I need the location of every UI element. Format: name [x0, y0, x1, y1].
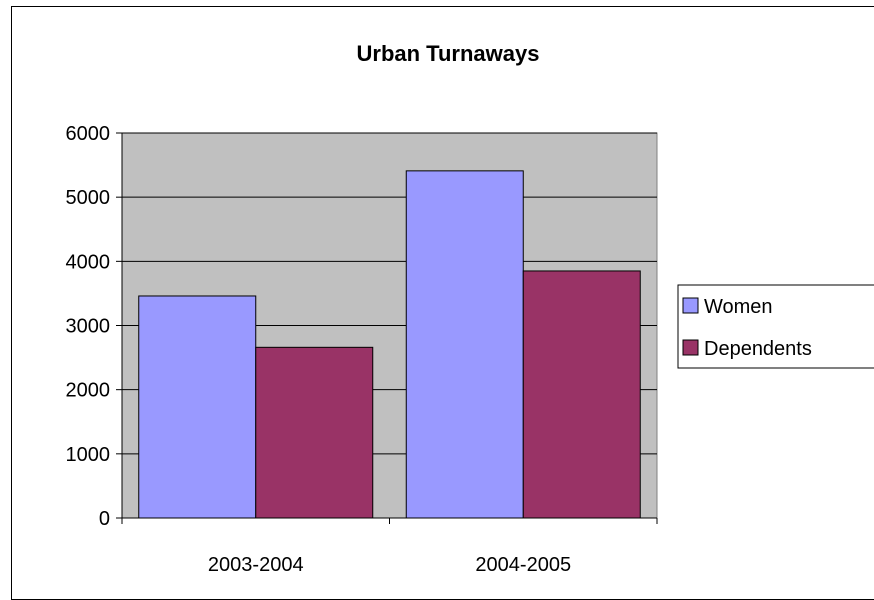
legend-label: Dependents	[704, 338, 812, 360]
x-axis-ticks: 2003-2004 2004-2005	[121, 518, 658, 576]
legend-box	[677, 284, 874, 369]
y-tick-label: 5000	[66, 187, 111, 209]
legend: Women Dependents	[677, 284, 874, 369]
chart-title: Urban Turnaways	[357, 41, 540, 66]
y-tick-label: 2000	[66, 380, 111, 402]
legend-swatch	[682, 297, 699, 314]
x-tick-label: 2003-2004	[208, 554, 304, 576]
bar-women-2003-2004	[138, 295, 257, 519]
y-tick-label: 0	[99, 508, 110, 530]
y-axis-ticks: 0 1000 2000 3000 4000 5000 6000	[66, 123, 122, 530]
bar-dependents-2004-2005	[522, 270, 641, 519]
bar-dependents-2003-2004	[255, 346, 374, 519]
legend-label: Women	[704, 296, 773, 318]
legend-swatch	[682, 339, 699, 356]
y-tick-label: 3000	[66, 316, 111, 338]
y-tick-label: 4000	[66, 251, 111, 273]
y-tick-label: 1000	[66, 444, 111, 466]
x-tick-label: 2004-2005	[475, 554, 571, 576]
bar-women-2004-2005	[405, 170, 524, 519]
y-tick-label: 6000	[66, 123, 111, 145]
